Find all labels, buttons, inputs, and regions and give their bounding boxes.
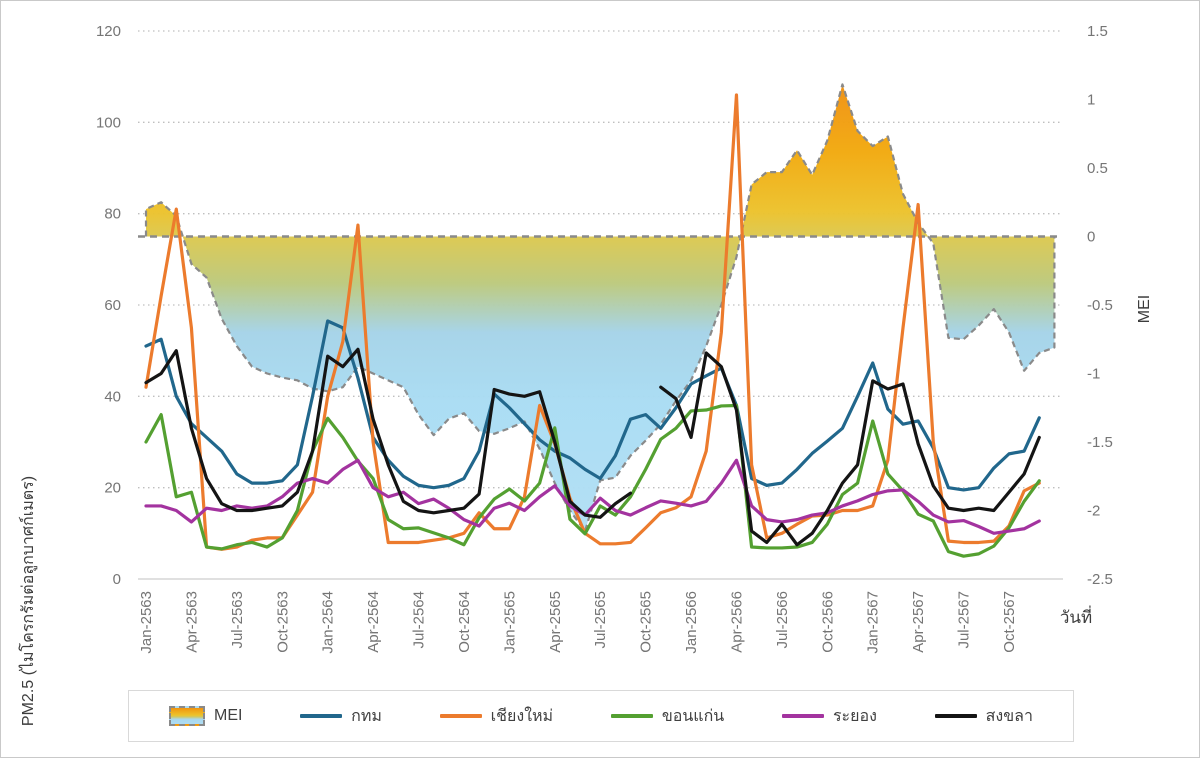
svg-text:100: 100 [96, 114, 121, 131]
svg-text:Jul-2567: Jul-2567 [956, 591, 973, 649]
legend-label: กทม [351, 707, 382, 725]
svg-text:80: 80 [104, 206, 121, 223]
svg-text:Jul-2565: Jul-2565 [592, 591, 609, 649]
legend-item-bangkok: กทม [300, 704, 382, 729]
svg-text:0: 0 [113, 571, 121, 588]
svg-text:0.5: 0.5 [1087, 160, 1108, 177]
legend-item-rayong: ระยอง [781, 704, 877, 729]
legend-label: MEI [214, 707, 243, 724]
svg-text:Oct-2565: Oct-2565 [638, 591, 655, 653]
pm25-lines [144, 93, 1041, 558]
svg-text:-1: -1 [1087, 366, 1100, 383]
line-swatch-icon [439, 714, 482, 718]
svg-text:1: 1 [1087, 92, 1095, 109]
svg-text:Jan-2564: Jan-2564 [320, 591, 337, 654]
x-axis-title: วันที่ [1060, 605, 1092, 627]
svg-text:20: 20 [104, 480, 121, 497]
mei-area [138, 83, 1058, 533]
svg-text:Jan-2565: Jan-2565 [501, 591, 518, 654]
svg-text:120: 120 [96, 23, 121, 40]
svg-text:Oct-2563: Oct-2563 [274, 591, 291, 653]
svg-text:Apr-2564: Apr-2564 [365, 591, 382, 653]
legend-label: สงขลา [985, 707, 1033, 725]
svg-text:Jan-2567: Jan-2567 [865, 591, 882, 654]
svg-text:60: 60 [104, 297, 121, 314]
legend: MEI กทม เชียงใหม่ ขอนแก่น ระยอง สงขลา [128, 690, 1074, 742]
svg-text:-1.5: -1.5 [1087, 434, 1113, 451]
svg-text:1.5: 1.5 [1087, 23, 1108, 40]
svg-text:Apr-2567: Apr-2567 [910, 591, 927, 653]
svg-text:40: 40 [104, 388, 121, 405]
left-axis-title: PM2.5 (ไมโครกรัมต่อลูกบาศก์เมตร) [18, 476, 38, 726]
legend-item-chiangmai: เชียงใหม่ [439, 704, 554, 729]
svg-text:Jul-2566: Jul-2566 [774, 591, 791, 649]
svg-text:-2.5: -2.5 [1087, 571, 1113, 588]
right-axis-title: MEI [1136, 295, 1153, 323]
svg-text:Apr-2565: Apr-2565 [547, 591, 564, 653]
svg-text:Jul-2563: Jul-2563 [229, 591, 246, 649]
svg-text:Apr-2566: Apr-2566 [728, 591, 745, 653]
legend-label: เชียงใหม่ [490, 707, 554, 725]
svg-text:Oct-2566: Oct-2566 [819, 591, 836, 653]
line-swatch-icon [610, 714, 653, 718]
svg-text:Jan-2563: Jan-2563 [138, 591, 155, 654]
svg-text:-0.5: -0.5 [1087, 297, 1113, 314]
mei-area-swatch-icon [169, 706, 205, 726]
legend-label: ขอนแก่น [661, 707, 725, 725]
svg-text:Jan-2566: Jan-2566 [683, 591, 700, 654]
line-swatch-icon [934, 714, 977, 718]
axes: 0 20 40 60 80 100 120 -2.5 -2 -1.5 -1 -0.5 0 0.5 1 1.5 J… [96, 23, 1113, 654]
svg-text:Jul-2564: Jul-2564 [411, 591, 428, 649]
legend-item-mei: MEI [169, 706, 242, 726]
svg-text:0: 0 [1087, 229, 1095, 246]
svg-text:Oct-2567: Oct-2567 [1001, 591, 1018, 653]
svg-text:-2: -2 [1087, 503, 1100, 520]
legend-item-khonkaen: ขอนแก่น [610, 704, 725, 729]
legend-label: ระยอง [832, 707, 877, 725]
svg-text:Oct-2564: Oct-2564 [456, 591, 473, 653]
line-swatch-icon [300, 714, 343, 718]
legend-item-songkhla: สงขลา [934, 704, 1033, 729]
svg-text:Apr-2563: Apr-2563 [183, 591, 200, 653]
line-swatch-icon [781, 714, 824, 718]
